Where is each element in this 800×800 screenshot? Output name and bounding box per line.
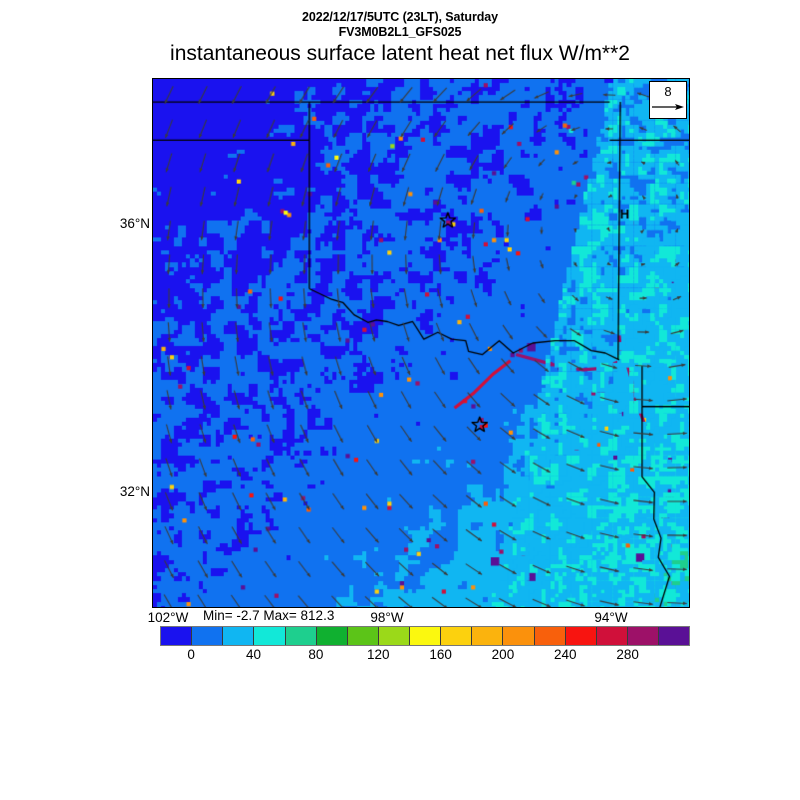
colorbar-tick: 240	[554, 647, 577, 662]
colorbar	[160, 626, 690, 646]
colorbar-segment	[472, 627, 504, 645]
colorbar-segment	[410, 627, 442, 645]
min-max-stats: Min= -2.7 Max= 812.3	[203, 608, 335, 623]
wind-vector-legend-value: 8	[664, 84, 672, 99]
wind-vector-arrow-icon	[652, 104, 684, 110]
colorbar-tick: 120	[366, 647, 390, 662]
lon-label-94w: 94°W	[594, 610, 628, 625]
colorbar-segment	[565, 627, 597, 645]
colorbar-segment	[659, 627, 690, 645]
colorbar-segment	[503, 627, 535, 645]
colorbar-tick: 280	[616, 647, 639, 662]
lat-label-36n: 36°N	[119, 216, 150, 231]
title-block: 2022/12/17/5UTC (23LT), Saturday FV3M0B2…	[0, 10, 800, 66]
colorbar-tick: 80	[308, 647, 324, 662]
colorbar-tick-labels: 0 40 80 120 160 200 240 280	[160, 647, 690, 665]
colorbar-segment	[441, 627, 473, 645]
colorbar-segment	[596, 627, 628, 645]
colorbar-tick: 0	[187, 647, 195, 662]
colorbar-segment	[192, 627, 224, 645]
wind-vector-legend: 8	[649, 81, 687, 119]
latent-heat-flux-heatmap	[153, 79, 689, 607]
colorbar-tick: 200	[491, 647, 515, 662]
title-model-id: FV3M0B2L1_GFS025	[338, 25, 462, 39]
lon-label-98w: 98°W	[370, 610, 404, 625]
map-plot-area[interactable]: 8	[152, 78, 690, 608]
colorbar-segment	[378, 627, 410, 645]
lon-label-102w: 102°W	[147, 610, 189, 625]
colorbar-segment	[627, 627, 659, 645]
colorbar-segment	[534, 627, 566, 645]
title-date: 2022/12/17/5UTC (23LT), Saturday	[302, 10, 498, 24]
page-title: instantaneous surface latent heat net fl…	[170, 42, 630, 65]
colorbar-segment	[223, 627, 255, 645]
colorbar-tick: 40	[246, 647, 262, 662]
colorbar-tick: 160	[429, 647, 452, 662]
colorbar-segments	[160, 626, 690, 646]
colorbar-segment	[161, 627, 193, 645]
colorbar-segment	[285, 627, 317, 645]
colorbar-segment	[316, 627, 348, 645]
colorbar-segment	[254, 627, 286, 645]
colorbar-segment	[347, 627, 379, 645]
lat-label-32n: 32°N	[119, 484, 150, 499]
